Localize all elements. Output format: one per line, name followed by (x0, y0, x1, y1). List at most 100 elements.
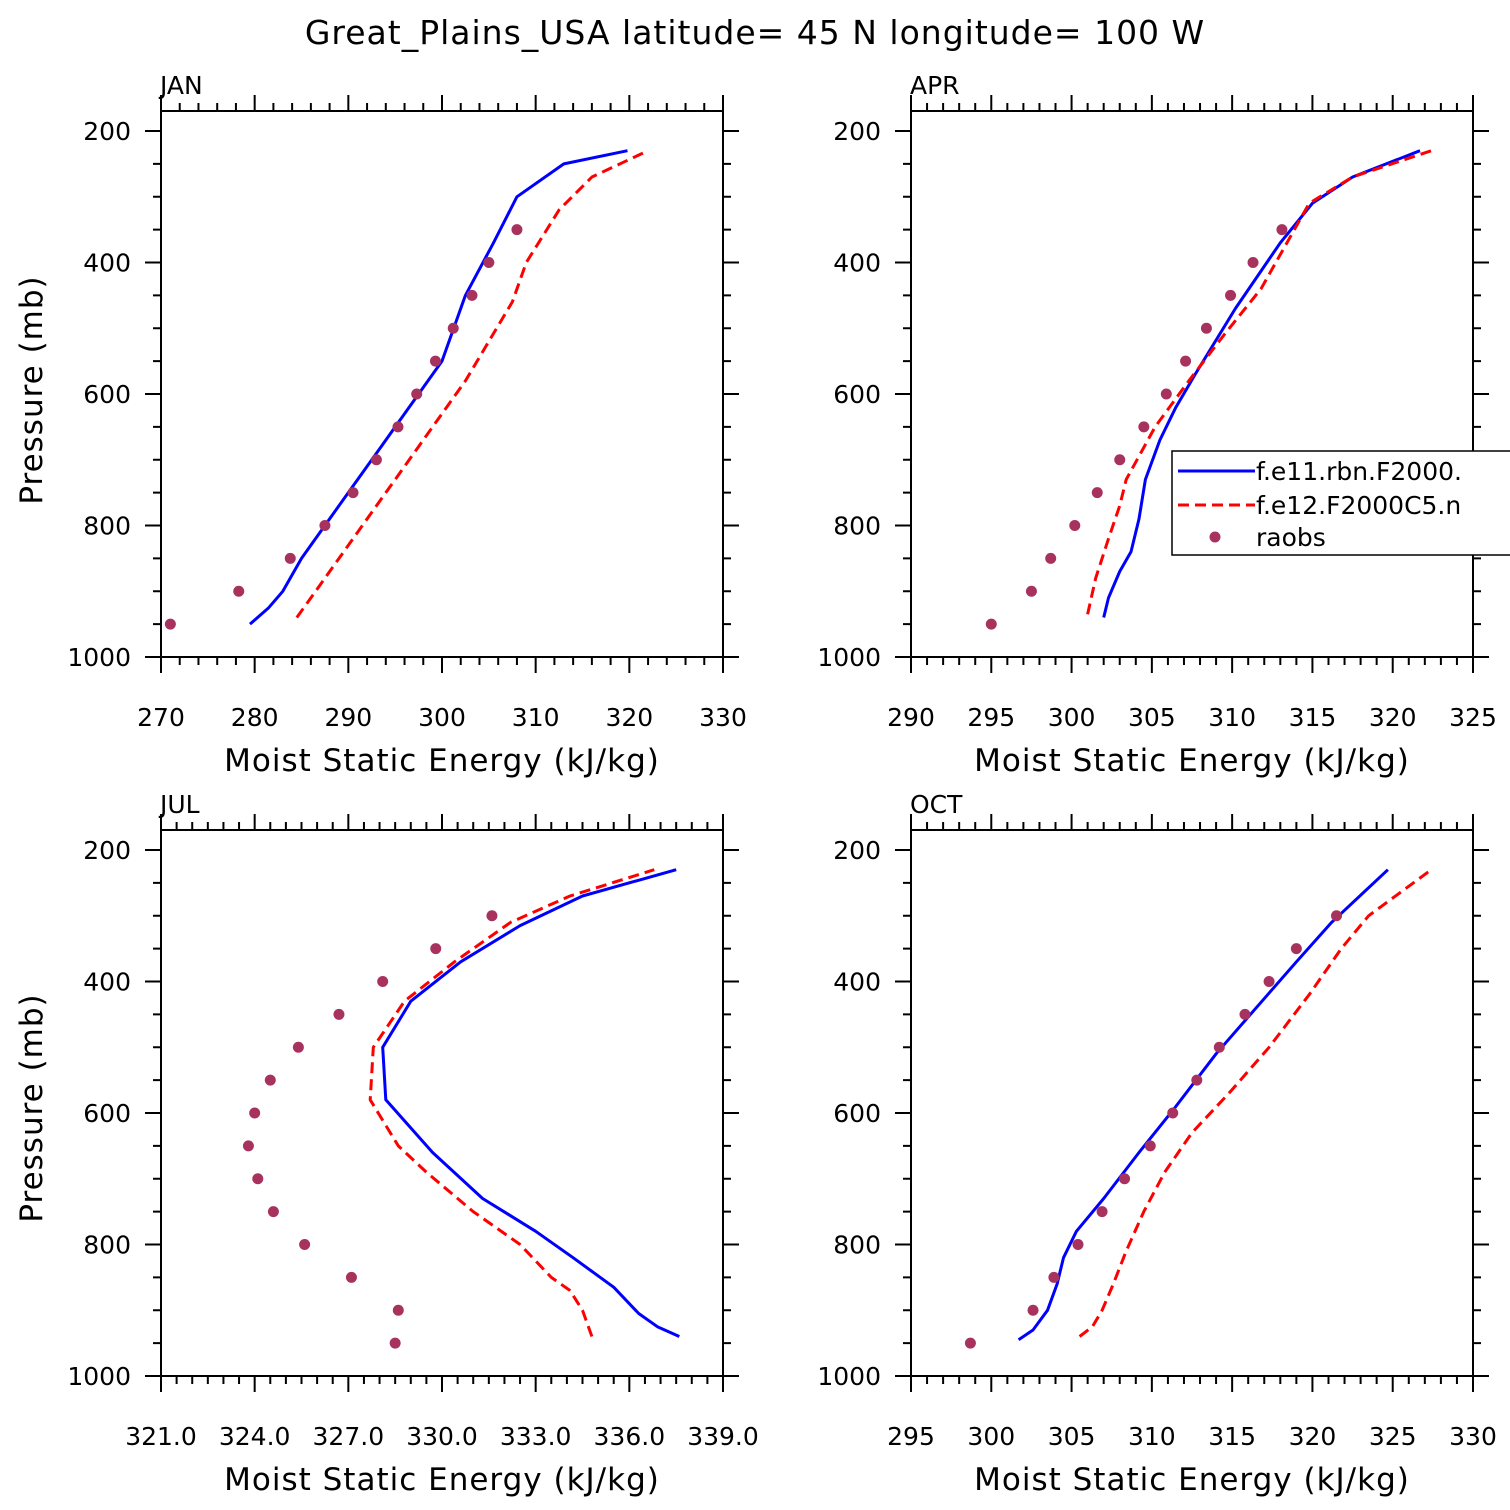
panel-jan-series (164, 149, 649, 630)
oct-ytick-label: 200 (833, 836, 881, 865)
legend-marker-swatch (1209, 531, 1221, 543)
legend: f.e11.rbn.F2000. f.e12.F2000C5.n raobs (1171, 450, 1510, 556)
apr-ytick-label: 200 (833, 117, 881, 146)
panel-jan-ticks: 1000 800 600 400 200 270 280 290 300 310 320 330 (67, 95, 747, 732)
panel-jul-xlabel: Moist Static Energy (kJ/kg) (224, 1462, 660, 1498)
jan-xtick-label: 290 (324, 703, 372, 732)
apr-raobs-point (1091, 487, 1103, 499)
legend-label-raobs: raobs (1256, 523, 1326, 552)
jan-ytick-label: 600 (83, 380, 131, 409)
apr-raobs-point (1045, 552, 1057, 564)
jul-raobs-point (333, 1008, 345, 1020)
jan-xtick-label: 320 (605, 703, 653, 732)
oct-ytick-label: 400 (833, 968, 881, 997)
apr-xtick-label: 290 (887, 703, 935, 732)
panel-jan-xlabel: Moist Static Energy (kJ/kg) (224, 743, 660, 779)
legend-box (1171, 450, 1510, 556)
oct-xtick-label: 320 (1289, 1422, 1337, 1451)
apr-ytick-label: 600 (833, 380, 881, 409)
oct-model1-line (1017, 868, 1389, 1342)
jul-raobs-point (389, 1337, 401, 1349)
jan-ytick-label: 200 (83, 117, 131, 146)
jul-raobs-point (267, 1206, 279, 1218)
oct-xtick-label: 300 (967, 1422, 1015, 1451)
jul-model2-line (368, 868, 655, 1338)
apr-raobs-point (1200, 322, 1212, 334)
panel-oct-ticks: 1000 800 600 400 200 295 300 305 310 315 320 325 330 (817, 814, 1497, 1451)
panel-jul-ticks: 1000 800 600 400 200 321.0 324.0 327.0 330.0 333.… (67, 814, 759, 1451)
legend-label-model1: f.e11.rbn.F2000. (1256, 457, 1462, 486)
jul-ytick-label: 400 (83, 968, 131, 997)
apr-raobs-point (1180, 355, 1192, 367)
oct-ytick-label: 800 (833, 1231, 881, 1260)
jul-ytick-label: 800 (83, 1231, 131, 1260)
oct-raobs-point (1027, 1304, 1039, 1316)
jan-xtick-label: 280 (231, 703, 279, 732)
oct-raobs-point (1263, 976, 1275, 987)
apr-raobs-point (1247, 257, 1259, 268)
jan-xtick-label: 270 (137, 703, 185, 732)
apr-raobs-point (1025, 585, 1037, 597)
jan-xtick-label: 310 (512, 703, 560, 732)
jul-xtick-label: 336.0 (594, 1422, 666, 1451)
jul-raobs-point (486, 910, 498, 922)
apr-model2-line (1086, 149, 1432, 615)
apr-xtick-label: 315 (1289, 703, 1337, 732)
jan-ytick-label: 800 (83, 512, 131, 541)
jul-raobs-point (392, 1304, 404, 1316)
jan-raobs-point (319, 520, 331, 531)
oct-ytick-label: 1000 (817, 1362, 881, 1391)
panel-apr-xlabel: Moist Static Energy (kJ/kg) (974, 743, 1410, 779)
oct-raobs-point (964, 1337, 976, 1349)
oct-raobs-point (1096, 1206, 1108, 1218)
jan-raobs-point (284, 552, 296, 564)
jan-raobs-point (370, 454, 382, 466)
panel-jul: JUL 1000 800 600 400 200 321.0 324.0 327.0 330.0… (14, 790, 759, 1498)
apr-xtick-label: 300 (1048, 703, 1096, 732)
jan-raobs-point (233, 585, 245, 597)
jul-raobs-point (249, 1107, 261, 1119)
jul-model1-line (381, 868, 680, 1338)
jul-raobs-point (377, 976, 389, 987)
jul-ytick-label: 1000 (67, 1362, 131, 1391)
jan-model2-line (295, 149, 649, 619)
jan-raobs-point (392, 421, 404, 433)
jul-xtick-label: 324.0 (219, 1422, 291, 1451)
jul-raobs-point (242, 1140, 254, 1152)
oct-xtick-label: 295 (887, 1422, 935, 1451)
panel-jul-ylabel: Pressure (mb) (14, 993, 50, 1222)
jul-xtick-label: 321.0 (125, 1422, 197, 1451)
panel-apr-title: APR (910, 71, 960, 100)
panel-jan-title: JAN (158, 71, 203, 100)
oct-xtick-label: 330 (1449, 1422, 1497, 1451)
panel-apr-frame (910, 110, 1474, 658)
panel-jan: JAN 1000 800 600 400 200 270 280 290 300 310 320 33… (14, 71, 747, 779)
jan-ytick-label: 1000 (67, 643, 131, 672)
jul-raobs-point (299, 1239, 311, 1250)
jul-raobs-point (345, 1271, 357, 1283)
jan-xtick-label: 300 (418, 703, 466, 732)
jul-raobs-point (252, 1173, 264, 1185)
apr-xtick-label: 305 (1128, 703, 1176, 732)
apr-raobs-point (985, 618, 997, 630)
oct-raobs-point (1048, 1271, 1060, 1283)
jul-raobs-point (292, 1041, 304, 1053)
jan-raobs-point (466, 289, 478, 301)
jul-ytick-label: 200 (83, 836, 131, 865)
oct-xtick-label: 315 (1208, 1422, 1256, 1451)
apr-ytick-label: 1000 (817, 643, 881, 672)
apr-xtick-label: 325 (1449, 703, 1497, 732)
jan-model1-line (249, 149, 628, 626)
figure-title: Great_Plains_USA latitude= 45 N longitud… (305, 13, 1205, 52)
apr-raobs-point (1069, 520, 1081, 531)
oct-raobs-point (1191, 1074, 1203, 1086)
panel-apr: APR 1000 800 600 400 200 290 295 300 305 310 315 32… (817, 71, 1510, 779)
apr-xtick-label: 320 (1369, 703, 1417, 732)
apr-raobs-point (1138, 421, 1150, 433)
panel-jan-ylabel: Pressure (mb) (14, 275, 50, 504)
jan-raobs-point (429, 355, 441, 367)
panel-oct-frame (910, 829, 1474, 1377)
oct-model2-line (1078, 868, 1433, 1338)
panel-jul-frame (160, 829, 724, 1377)
